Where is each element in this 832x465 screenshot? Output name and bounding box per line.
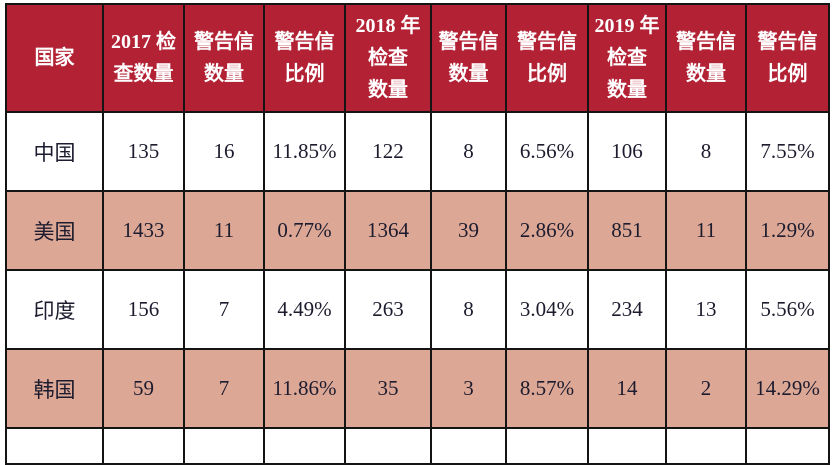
- data-cell: 8: [430, 269, 507, 350]
- data-cell: 3.04%: [505, 269, 589, 350]
- data-cell: 135: [102, 111, 185, 192]
- data-cell: 16: [183, 111, 265, 192]
- data-cell: 0.77%: [263, 190, 346, 271]
- table-row-india: 印度 156 7 4.49% 263 8 3.04% 234 13 5.56%: [5, 269, 830, 350]
- table-row-partial: [5, 427, 830, 465]
- data-cell: 1364: [344, 190, 432, 271]
- country-cell: 韩国: [5, 348, 104, 429]
- data-cell: 156: [102, 269, 185, 350]
- country-cell: 中国: [5, 111, 104, 192]
- country-cell: 印度: [5, 269, 104, 350]
- header-cell-country: 国家: [5, 3, 104, 113]
- header-cell-2018-warning-ratio: 警告信 比例: [505, 3, 589, 113]
- table-row-usa: 美国 1433 11 0.77% 1364 39 2.86% 851 11 1.…: [5, 190, 830, 271]
- document-page: 国家 2017 检 查数量 警告信 数量 警告信 比例 2018 年 检查 数量…: [0, 3, 832, 465]
- data-cell: 7: [183, 269, 265, 350]
- data-cell: 13: [665, 269, 747, 350]
- data-cell: 7: [183, 348, 265, 429]
- data-cell: 8: [430, 111, 507, 192]
- header-row: 国家 2017 检 查数量 警告信 数量 警告信 比例 2018 年 检查 数量…: [5, 3, 830, 113]
- data-cell: 8.57%: [505, 348, 589, 429]
- inspection-statistics-table: 国家 2017 检 查数量 警告信 数量 警告信 比例 2018 年 检查 数量…: [5, 3, 830, 465]
- data-cell: 2: [665, 348, 747, 429]
- data-cell: 106: [587, 111, 667, 192]
- data-cell: 39: [430, 190, 507, 271]
- header-cell-2019-warning-letters: 警告信 数量: [665, 3, 747, 113]
- header-cell-2017-inspections: 2017 检 查数量: [102, 3, 185, 113]
- data-cell: 14: [587, 348, 667, 429]
- data-cell: 263: [344, 269, 432, 350]
- data-cell: 2.86%: [505, 190, 589, 271]
- empty-cell: [587, 427, 667, 465]
- empty-cell: [102, 427, 185, 465]
- data-cell: 11.85%: [263, 111, 346, 192]
- table-row-china: 中国 135 16 11.85% 122 8 6.56% 106 8 7.55%: [5, 111, 830, 192]
- header-cell-2019-inspections: 2019 年 检查 数量: [587, 3, 667, 113]
- empty-cell: [665, 427, 747, 465]
- data-cell: 11: [183, 190, 265, 271]
- data-cell: 851: [587, 190, 667, 271]
- table-row-korea: 韩国 59 7 11.86% 35 3 8.57% 14 2 14.29%: [5, 348, 830, 429]
- empty-cell: [263, 427, 346, 465]
- data-cell: 7.55%: [745, 111, 830, 192]
- data-cell: 5.56%: [745, 269, 830, 350]
- empty-cell: [183, 427, 265, 465]
- data-cell: 1.29%: [745, 190, 830, 271]
- header-cell-2018-inspections: 2018 年 检查 数量: [344, 3, 432, 113]
- data-cell: 59: [102, 348, 185, 429]
- data-cell: 234: [587, 269, 667, 350]
- data-cell: 6.56%: [505, 111, 589, 192]
- header-cell-2018-warning-letters: 警告信 数量: [430, 3, 507, 113]
- empty-cell: [5, 427, 104, 465]
- empty-cell: [745, 427, 830, 465]
- empty-cell: [430, 427, 507, 465]
- header-cell-2019-warning-ratio: 警告信 比例: [745, 3, 830, 113]
- empty-cell: [505, 427, 589, 465]
- data-cell: 11: [665, 190, 747, 271]
- data-cell: 35: [344, 348, 432, 429]
- data-cell: 14.29%: [745, 348, 830, 429]
- data-cell: 8: [665, 111, 747, 192]
- header-cell-2017-warning-letters: 警告信 数量: [183, 3, 265, 113]
- data-cell: 4.49%: [263, 269, 346, 350]
- data-cell: 11.86%: [263, 348, 346, 429]
- data-cell: 122: [344, 111, 432, 192]
- empty-cell: [344, 427, 432, 465]
- header-cell-2017-warning-ratio: 警告信 比例: [263, 3, 346, 113]
- data-cell: 1433: [102, 190, 185, 271]
- data-cell: 3: [430, 348, 507, 429]
- country-cell: 美国: [5, 190, 104, 271]
